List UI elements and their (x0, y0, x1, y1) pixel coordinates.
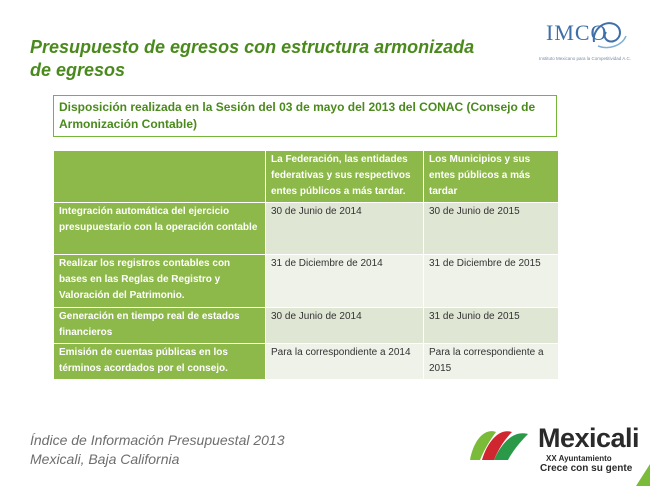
mexicali-logo: Mexicali XX Ayuntamiento Crece con su ge… (468, 420, 648, 480)
table-header-municipios: Los Municipios y sus entes públicos a má… (423, 150, 559, 203)
table-header-federacion: La Federación, las entidades federativas… (265, 150, 424, 203)
table-row: Generación en tiempo real de estados fin… (53, 307, 559, 344)
row-label: Realizar los registros contables con bas… (53, 254, 266, 308)
row-municipios: Para la correspondiente a 2015 (423, 343, 559, 380)
row-municipios: 31 de Junio de 2015 (423, 307, 559, 344)
page-title: Presupuesto de egresos con estructura ar… (30, 37, 475, 80)
table-row: Integración automática del ejercicio pre… (53, 202, 559, 255)
mexicali-logo-line1: XX Ayuntamiento (546, 454, 612, 463)
imco-logo-text: IMCO (546, 20, 608, 45)
row-label: Integración automática del ejercicio pre… (53, 202, 266, 255)
notice-box: Disposición realizada en la Sesión del 0… (53, 95, 557, 137)
table-header-row: La Federación, las entidades federativas… (53, 150, 559, 203)
row-federacion: Para la correspondiente a 2014 (265, 343, 424, 380)
row-federacion: 30 de Junio de 2014 (265, 307, 424, 344)
mexicali-logo-text: Mexicali (538, 423, 640, 453)
row-federacion: 31 de Diciembre de 2014 (265, 254, 424, 308)
footer-line-1: Índice de Información Presupuestal 2013 (30, 432, 285, 448)
footer-line-2: Mexicali, Baja California (30, 451, 180, 467)
footer-text: Índice de Información Presupuestal 2013 … (30, 431, 285, 469)
imco-logo-subtitle: Instituto Mexicano para la Competitivida… (538, 56, 632, 61)
table-row: Realizar los registros contables con bas… (53, 254, 559, 308)
mexicali-logo-line2: Crece con su gente (540, 463, 633, 474)
table-header-empty (53, 150, 266, 203)
table-row: Emisión de cuentas públicas en los térmi… (53, 343, 559, 380)
row-municipios: 31 de Diciembre de 2015 (423, 254, 559, 308)
imco-swirl-icon (592, 22, 627, 49)
row-municipios: 30 de Junio de 2015 (423, 202, 559, 255)
row-label: Generación en tiempo real de estados fin… (53, 307, 266, 344)
row-federacion: 30 de Junio de 2014 (265, 202, 424, 255)
row-label: Emisión de cuentas públicas en los térmi… (53, 343, 266, 380)
imco-logo: IMCO Instituto Mexicano para la Competit… (530, 14, 640, 62)
corner-triangle-icon (636, 464, 650, 486)
mexicali-mark-icon (470, 431, 528, 460)
schedule-table: La Federación, las entidades federativas… (53, 150, 559, 380)
